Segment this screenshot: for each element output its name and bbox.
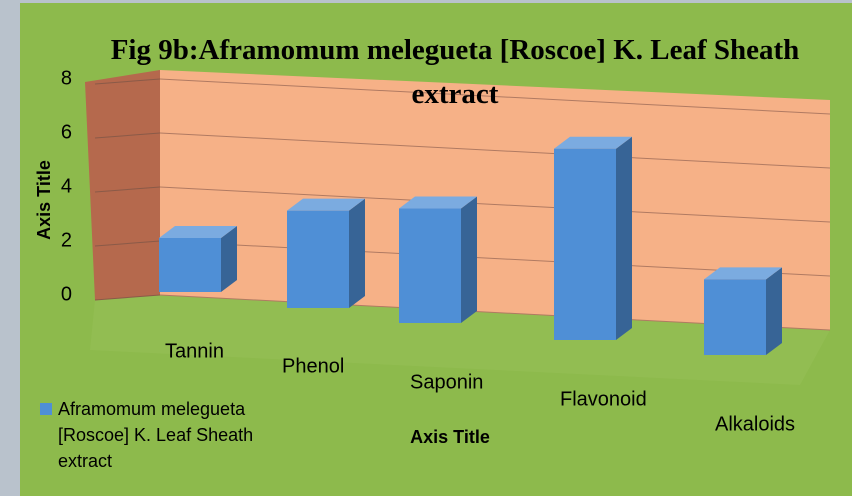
bar-top [287,198,365,211]
legend-label: Aframomum melegueta [Roscoe] K. Leaf She… [58,399,254,471]
legend-swatch [40,403,52,415]
x-tick-label: Alkaloids [715,413,795,435]
legend: Aframomum melegueta [Roscoe] K. Leaf She… [40,396,300,474]
bar [159,238,221,292]
y-tick-label: 0 [61,283,72,305]
top-strip [20,0,852,3]
x-tick-label: Tannin [165,340,224,362]
x-tick-label: Phenol [282,355,344,377]
y-axis-title: Axis Title [34,160,54,240]
y-tick-label: 2 [61,229,72,251]
bar-top [399,196,477,209]
bar-top [159,226,237,238]
bar [704,279,766,355]
chart-title: Fig 9b:Aframomum melegueta [Roscoe] K. L… [110,34,800,110]
bar [399,208,461,323]
grid-line [159,132,831,169]
grid-line [94,240,161,247]
bar [287,210,349,308]
bar-top [704,267,782,280]
bar [554,148,616,340]
bar-side [349,198,365,308]
x-tick-label: Saponin [410,371,483,393]
bar-side [221,226,237,292]
bar-side [616,136,632,340]
bar-side [461,196,477,323]
x-axis-title: Axis Title [410,427,490,447]
floor [90,295,830,385]
grid-line [94,186,161,193]
bar-top [554,136,632,149]
side-strip [0,0,20,496]
y-tick-label: 4 [61,175,72,197]
x-tick-label: Flavonoid [560,388,647,410]
y-tick-label: 8 [61,67,72,89]
grid-line [94,294,161,301]
grid-line [159,78,831,115]
grid-line [94,78,161,85]
bar-side [766,267,782,355]
grid-line [94,132,161,139]
grid-line [159,186,831,223]
y-tick-label: 6 [61,121,72,143]
